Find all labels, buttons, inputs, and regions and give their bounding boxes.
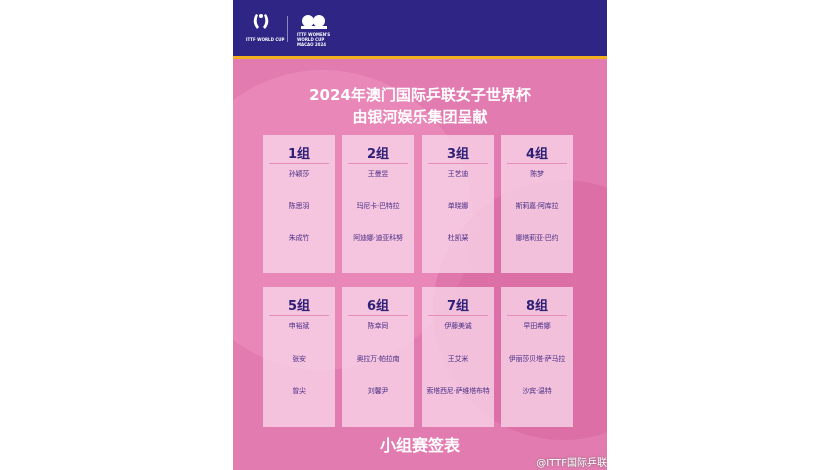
group-label: 8组	[525, 299, 549, 314]
player-name: 刘馨尹	[367, 387, 389, 395]
weibo-watermark: @ITTF国际乒联	[536, 458, 607, 469]
group-label: 1组	[287, 147, 311, 162]
player-name: 曾尖	[292, 387, 306, 395]
group-card: 2组王曼昱玛尼卡·巴特拉 阿迪娜·迪亚科努	[342, 135, 414, 273]
player-name: 王艾米	[447, 355, 469, 363]
group-label: 5组	[287, 299, 311, 314]
group-label: 3组	[446, 147, 470, 162]
logo2-text: ITTF WOMEN'S WORLD CUP MACAO 2024	[297, 32, 331, 47]
header-banner: ITTF WORLD CUP ITTF WOMEN'S WORLD CUP MA…	[233, 0, 607, 56]
player-name: 陈梦	[530, 170, 544, 178]
player-name: 陈思羽	[288, 202, 310, 210]
player-name: 奥拉万·帕拉南	[356, 355, 400, 363]
player-name: 张安	[292, 355, 306, 363]
player-name: 伊藤美诚	[444, 322, 472, 330]
player-name: 陈幸同	[367, 322, 389, 330]
group-card: 3组王艺迪单晓娜杜凯琹	[422, 135, 494, 273]
player-name: 阿迪娜·迪亚科努	[353, 234, 403, 242]
player-name: 王曼昱	[367, 170, 389, 178]
poster: ITTF WORLD CUP ITTF WOMEN'S WORLD CUP MA…	[233, 0, 607, 470]
macao-world-cup-logo-icon	[301, 15, 327, 29]
group-label: 6组	[366, 299, 390, 314]
divider	[507, 315, 567, 316]
group-label: 7组	[446, 299, 470, 314]
player-name: 玛尼卡·巴特拉	[356, 202, 400, 210]
player-name: 沙宾·温特	[522, 387, 552, 395]
group-card: 1组孙颖莎陈思羽朱成竹	[263, 135, 335, 273]
player-name: 斯莉嘉·阿库拉	[515, 202, 559, 210]
player-name: 单晓娜	[447, 202, 469, 210]
divider	[269, 163, 329, 164]
group-card: 6组陈幸同奥拉万·帕拉南 刘馨尹	[342, 287, 414, 427]
divider	[269, 315, 329, 316]
group-card: 7组伊藤美诚王艾米索塔西尼·萨维塔布特	[422, 287, 494, 427]
player-name: 早田希娜	[523, 322, 551, 330]
player-name: 伊丽莎贝塔·萨马拉	[508, 355, 566, 363]
title-line2: 由银河娱乐集团呈献	[352, 108, 488, 126]
divider	[428, 315, 488, 316]
logo-divider	[287, 16, 288, 42]
divider	[507, 163, 567, 164]
gold-stripe	[233, 56, 607, 59]
group-label: 4组	[525, 147, 549, 162]
divider	[348, 315, 408, 316]
player-name: 杜凯琹	[447, 234, 469, 242]
player-name: 朱成竹	[288, 234, 310, 242]
player-name: 孙颖莎	[288, 170, 310, 178]
group-card: 8组早田希娜伊丽莎贝塔·萨马拉 沙宾·温特	[501, 287, 573, 427]
player-name: 娜塔莉亚·巴约	[515, 234, 559, 242]
group-card: 5组申裕斌张安曾尖	[263, 287, 335, 427]
group-label: 2组	[366, 147, 390, 162]
divider	[348, 163, 408, 164]
player-name: 索塔西尼·萨维塔布特	[426, 387, 490, 395]
player-name: 申裕斌	[288, 322, 310, 330]
divider	[428, 163, 488, 164]
title-line1: 2024年澳门国际乒联女子世界杯	[309, 86, 531, 104]
logo1-text: ITTF WORLD CUP	[246, 37, 285, 42]
group-card: 4组陈梦斯莉嘉·阿库拉 娜塔莉亚·巴约	[501, 135, 573, 273]
ittf-world-cup-logo-icon	[253, 14, 269, 29]
footer-title: 小组赛签表	[379, 436, 460, 455]
player-name: 王艺迪	[447, 170, 469, 178]
